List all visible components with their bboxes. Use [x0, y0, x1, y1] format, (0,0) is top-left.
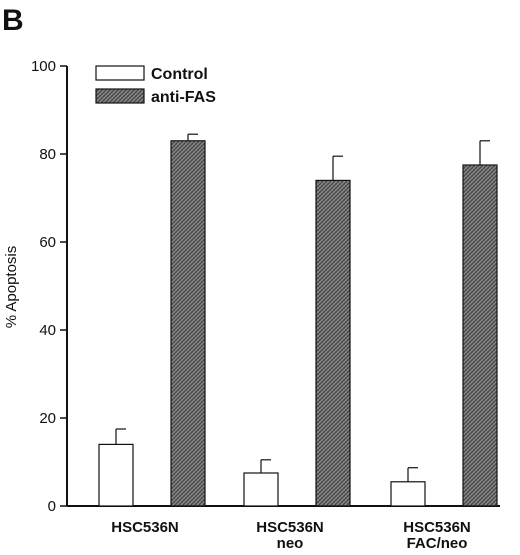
bar-control — [243, 472, 279, 507]
legend: Control anti-FAS — [95, 65, 216, 106]
x-tick-label: neo — [277, 535, 304, 552]
bar-anti-fas — [462, 164, 498, 507]
legend-swatch — [95, 88, 145, 104]
x-tick-label: HSC536N — [256, 519, 324, 536]
legend-label: anti-FAS — [151, 89, 216, 106]
bar-control — [390, 481, 426, 507]
x-tick-label: FAC/neo — [407, 535, 468, 552]
bar-anti-fas — [170, 140, 206, 507]
panel-letter: B — [2, 4, 24, 37]
y-tick-label: 60 — [39, 234, 56, 251]
y-tick-label: 80 — [39, 146, 56, 163]
y-tick-label: 100 — [31, 58, 56, 75]
x-tick-label: HSC536N — [403, 519, 471, 536]
legend-swatch — [95, 65, 145, 81]
legend-label: Control — [151, 66, 208, 83]
y-tick-label: 40 — [39, 322, 56, 339]
bar-control — [98, 443, 134, 507]
y-tick-label: 20 — [39, 410, 56, 427]
y-axis-label: % Apoptosis — [3, 246, 20, 329]
y-tick-label: 0 — [48, 498, 56, 515]
bar-anti-fas — [315, 179, 351, 507]
bars — [98, 133, 498, 507]
x-tick-label: HSC536N — [111, 519, 179, 536]
